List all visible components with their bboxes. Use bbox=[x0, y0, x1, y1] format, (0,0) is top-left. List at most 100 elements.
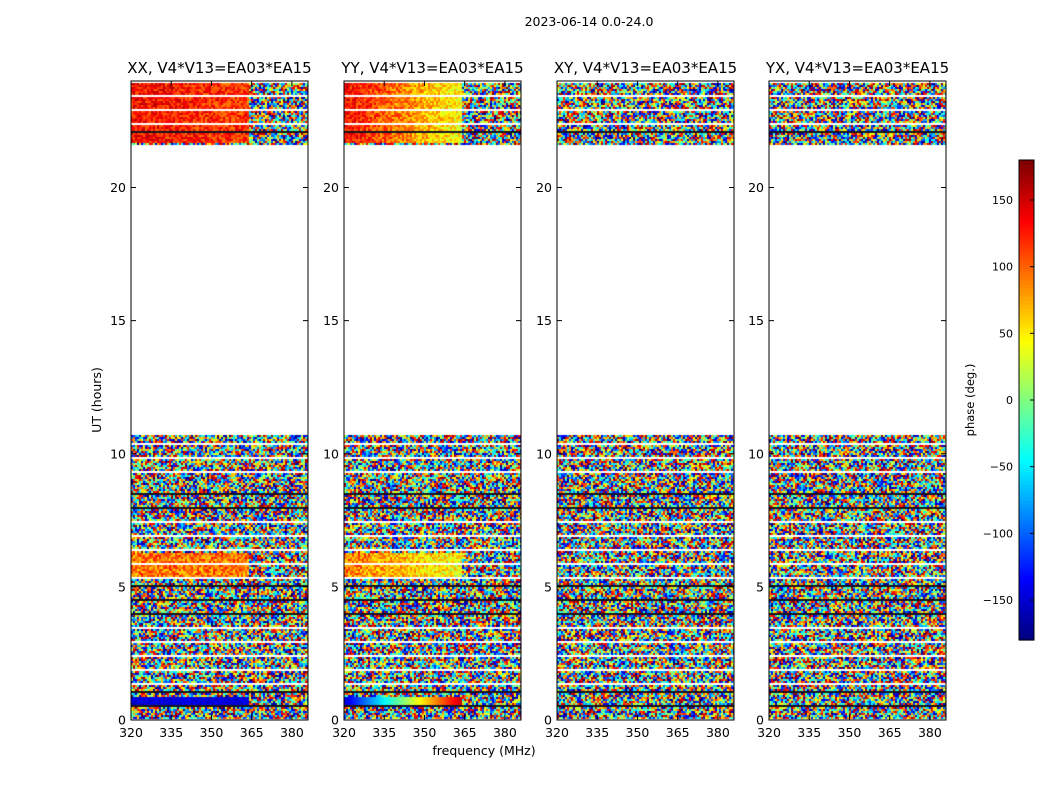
y-tick-label: 5 bbox=[756, 579, 764, 594]
colorbar-segment bbox=[1019, 340, 1034, 345]
y-tick-label: 10 bbox=[110, 446, 126, 461]
colorbar-segment bbox=[1019, 428, 1034, 433]
colorbar-segment bbox=[1019, 360, 1034, 365]
colorbar-segment bbox=[1019, 456, 1034, 461]
heatmap-canvas bbox=[344, 81, 521, 720]
colorbar-segment bbox=[1019, 272, 1034, 277]
colorbar-segment bbox=[1019, 188, 1034, 193]
colorbar-segment bbox=[1019, 404, 1034, 409]
panel-xy: XY, V4*V13=EA03*EA15 0 5 10 15 20 320 335 350 365… bbox=[536, 59, 737, 740]
colorbar-segment bbox=[1019, 252, 1034, 257]
colorbar-segment bbox=[1019, 592, 1034, 597]
colorbar-segment bbox=[1019, 348, 1034, 353]
colorbar-segment bbox=[1019, 500, 1034, 505]
x-tick-label: 320 bbox=[119, 725, 143, 740]
colorbar-segment bbox=[1019, 412, 1034, 417]
colorbar-segment bbox=[1019, 408, 1034, 413]
colorbar-segment bbox=[1019, 284, 1034, 289]
y-tick-label: 20 bbox=[110, 180, 126, 195]
colorbar-segment bbox=[1019, 352, 1034, 357]
x-tick-label: 335 bbox=[585, 725, 609, 740]
panel-title: YX, V4*V13=EA03*EA15 bbox=[765, 59, 949, 77]
x-tick-label: 320 bbox=[545, 725, 569, 740]
colorbar-segment bbox=[1019, 172, 1034, 177]
colorbar-tick-label: −50 bbox=[990, 461, 1013, 474]
colorbar-segment bbox=[1019, 608, 1034, 613]
panel-title: XX, V4*V13=EA03*EA15 bbox=[127, 59, 311, 77]
colorbar-segment bbox=[1019, 624, 1034, 629]
y-tick-label: 10 bbox=[323, 446, 339, 461]
colorbar-segment bbox=[1019, 372, 1034, 377]
colorbar-segment bbox=[1019, 532, 1034, 537]
heatmap-raster bbox=[769, 81, 946, 720]
colorbar-segment bbox=[1019, 636, 1034, 641]
colorbar-segment bbox=[1019, 576, 1034, 581]
colorbar-segment bbox=[1019, 584, 1034, 589]
colorbar-segment bbox=[1019, 572, 1034, 577]
heatmap-raster bbox=[344, 81, 521, 720]
colorbar-segment bbox=[1019, 184, 1034, 189]
colorbar-segment bbox=[1019, 452, 1034, 457]
colorbar-segment bbox=[1019, 596, 1034, 601]
colorbar-segment bbox=[1019, 520, 1034, 525]
colorbar-segment bbox=[1019, 268, 1034, 273]
figure-suptitle: 2023-06-14 0.0-24.0 bbox=[525, 14, 654, 29]
colorbar-segment bbox=[1019, 364, 1034, 369]
colorbar-segment bbox=[1019, 220, 1034, 225]
colorbar-segment bbox=[1019, 496, 1034, 501]
colorbar-segment bbox=[1019, 300, 1034, 305]
colorbar-segment bbox=[1019, 560, 1034, 565]
x-tick-label: 320 bbox=[332, 725, 356, 740]
x-tick-label: 380 bbox=[493, 725, 517, 740]
colorbar-segment bbox=[1019, 176, 1034, 181]
colorbar-segment bbox=[1019, 200, 1034, 205]
heatmap-canvas bbox=[557, 81, 734, 720]
colorbar-segment bbox=[1019, 232, 1034, 237]
x-tick-label: 335 bbox=[797, 725, 821, 740]
colorbar-segment bbox=[1019, 460, 1034, 465]
colorbar-segment bbox=[1019, 528, 1034, 533]
x-tick-label: 365 bbox=[453, 725, 477, 740]
colorbar-segment bbox=[1019, 488, 1034, 493]
x-tick-label: 350 bbox=[626, 725, 650, 740]
colorbar-segment bbox=[1019, 276, 1034, 281]
colorbar-segment bbox=[1019, 508, 1034, 513]
colorbar-segment bbox=[1019, 448, 1034, 453]
panel-title: YY, V4*V13=EA03*EA15 bbox=[340, 59, 523, 77]
colorbar-segment bbox=[1019, 304, 1034, 309]
x-tick-label: 380 bbox=[280, 725, 304, 740]
y-tick-label: 10 bbox=[536, 446, 552, 461]
colorbar-segment bbox=[1019, 464, 1034, 469]
y-tick-label: 5 bbox=[331, 579, 339, 594]
colorbar-tick-label: 50 bbox=[999, 327, 1013, 340]
colorbar-segment bbox=[1019, 228, 1034, 233]
y-tick-label: 15 bbox=[110, 313, 126, 328]
x-axis-label: frequency (MHz) bbox=[432, 743, 535, 758]
axes-frame bbox=[556, 80, 735, 721]
colorbar-tick-label: 100 bbox=[992, 261, 1013, 274]
colorbar-segment bbox=[1019, 376, 1034, 381]
colorbar-segment bbox=[1019, 580, 1034, 585]
colorbar-segment bbox=[1019, 396, 1034, 401]
y-tick-label: 15 bbox=[323, 313, 339, 328]
colorbar-segment bbox=[1019, 524, 1034, 529]
colorbar-segment bbox=[1019, 208, 1034, 213]
colorbar-segment bbox=[1019, 432, 1034, 437]
colorbar-segment bbox=[1019, 368, 1034, 373]
colorbar-segment bbox=[1019, 256, 1034, 261]
colorbar-segment bbox=[1019, 356, 1034, 361]
colorbar-segment bbox=[1019, 632, 1034, 637]
colorbar-segment bbox=[1019, 540, 1034, 545]
colorbar-segment bbox=[1019, 308, 1034, 313]
colorbar-segment bbox=[1019, 476, 1034, 481]
colorbar-segment bbox=[1019, 484, 1034, 489]
x-tick-label: 365 bbox=[240, 725, 264, 740]
colorbar-segment bbox=[1019, 620, 1034, 625]
y-tick-label: 0 bbox=[756, 713, 764, 728]
colorbar-segment bbox=[1019, 516, 1034, 521]
y-tick-label: 20 bbox=[748, 180, 764, 195]
colorbar-tick-label: 0 bbox=[1006, 394, 1013, 407]
heatmap-raster bbox=[557, 81, 734, 720]
axes-frame bbox=[768, 80, 947, 721]
colorbar-segment bbox=[1019, 564, 1034, 569]
